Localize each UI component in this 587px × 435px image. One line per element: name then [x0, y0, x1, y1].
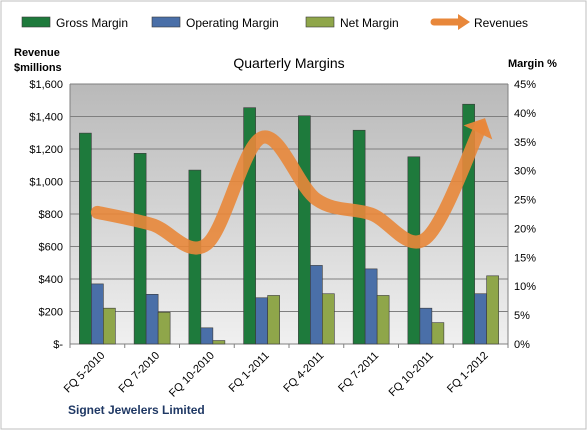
legend-arrowhead-revenues: [458, 14, 470, 30]
right-tick-label: 45%: [514, 79, 536, 91]
right-tick-label: 0%: [514, 339, 530, 351]
operating-margin-bar: [310, 265, 323, 345]
net-margin-bar: [212, 340, 226, 345]
net-margin-bar: [103, 307, 116, 345]
left-tick-label: $-: [53, 339, 63, 351]
right-tick-label: 35%: [514, 137, 536, 149]
operating-margin-bar: [200, 327, 214, 345]
revenues-line: [90, 120, 488, 255]
net-margin-bar: [267, 295, 280, 345]
left-tick-label: $1,600: [29, 79, 63, 91]
gross-margin-bar: [298, 115, 311, 345]
net-margin-bar: [486, 275, 499, 345]
operating-margin-bar: [145, 294, 159, 345]
legend-swatch-gross-margin: [21, 16, 51, 28]
net-margin-bar: [322, 293, 335, 345]
right-tick-label: 5%: [514, 310, 530, 322]
right-tick-label: 15%: [514, 252, 536, 264]
left-tick-label: $400: [39, 274, 63, 286]
revenues-line-arrowhead: [463, 118, 493, 140]
net-margin-bar: [376, 295, 390, 345]
legend-label-gross-margin: Gross Margin: [56, 16, 128, 30]
gross-margin-bar: [407, 156, 421, 345]
gross-margin-bar: [133, 153, 147, 345]
operating-margin-bar: [91, 283, 104, 345]
right-tick-label: 40%: [514, 108, 536, 120]
left-tick-label: $200: [39, 307, 63, 319]
legend-label-operating-margin: Operating Margin: [186, 16, 279, 30]
operating-margin-bar: [255, 297, 268, 345]
legend-swatch-net-margin: [305, 16, 335, 28]
net-margin-bar: [157, 311, 171, 345]
operating-margin-bar: [419, 307, 433, 345]
left-tick-label: $800: [39, 209, 63, 221]
right-tick-label: 10%: [514, 281, 536, 293]
left-tick-label: $1,200: [29, 144, 63, 156]
legend-swatch-operating-margin: [151, 16, 181, 28]
legend-label-revenues: Revenues: [474, 16, 528, 30]
left-tick-label: $1,000: [29, 177, 63, 189]
operating-margin-bar: [364, 268, 378, 345]
left-tick-label: $1,400: [29, 112, 63, 124]
company-name: Signet Jewelers Limited: [68, 403, 205, 417]
chart-title: Quarterly Margins: [233, 55, 344, 71]
gross-margin-bar: [352, 129, 366, 345]
left-axis-title-line-1: Revenue: [14, 47, 60, 59]
legend-label-net-margin: Net Margin: [340, 16, 399, 30]
operating-margin-bar: [474, 293, 487, 345]
right-tick-label: 30%: [514, 166, 536, 178]
left-tick-label: $600: [39, 242, 63, 254]
net-margin-bar: [431, 322, 445, 345]
gross-margin-bar: [79, 132, 92, 345]
right-axis-title: Margin %: [508, 58, 557, 70]
right-tick-label: 25%: [514, 195, 536, 207]
right-tick-label: 20%: [514, 223, 536, 235]
gross-margin-bar: [188, 169, 202, 345]
left-axis-title-line-2: $millions: [14, 62, 62, 74]
